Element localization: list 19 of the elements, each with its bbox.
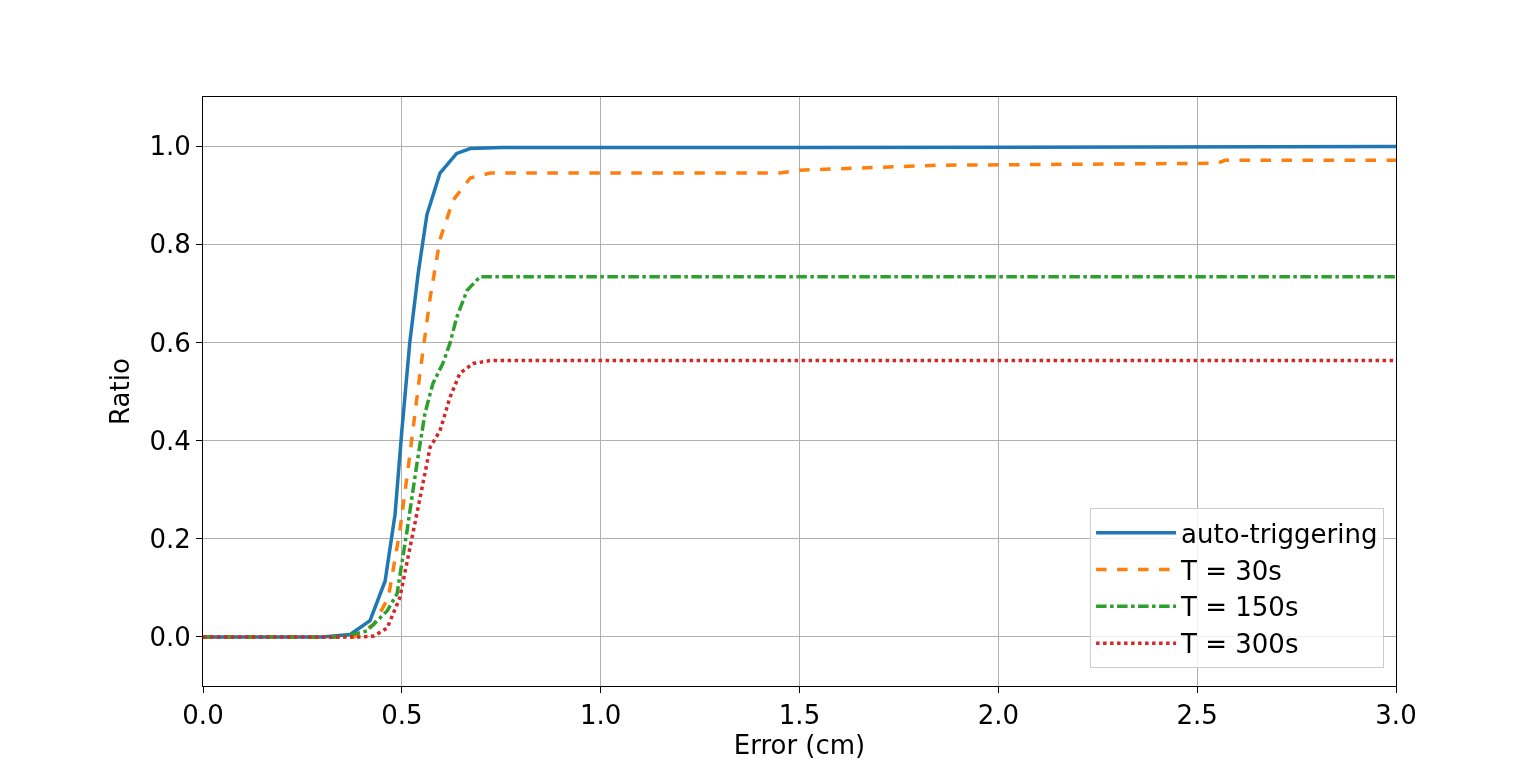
- y-axis-title: Ratio: [104, 358, 135, 425]
- legend-label: T = 300s: [1180, 629, 1299, 660]
- x-tick-label: 2.5: [1176, 700, 1218, 731]
- x-tick-label: 0.5: [381, 700, 423, 731]
- y-tick-label: 0.4: [149, 425, 191, 456]
- y-tick-label: 1.0: [149, 131, 191, 162]
- y-tick-label: 0.0: [149, 622, 191, 653]
- x-tick-label: 2.0: [977, 700, 1020, 731]
- legend-label: T = 150s: [1180, 592, 1299, 623]
- legend-label: T = 30s: [1180, 555, 1282, 586]
- y-tick-label: 0.2: [149, 523, 191, 554]
- x-tick-label: 0.0: [182, 700, 224, 731]
- legend-label: auto-triggering: [1181, 518, 1378, 549]
- y-tick-label: 0.8: [149, 229, 191, 260]
- x-tick-label: 3.0: [1375, 700, 1417, 731]
- y-tick-label: 0.6: [149, 327, 191, 358]
- x-tick-label: 1.0: [579, 700, 622, 731]
- x-tick-label: 1.5: [778, 700, 821, 731]
- x-axis-title: Error (cm): [733, 730, 866, 761]
